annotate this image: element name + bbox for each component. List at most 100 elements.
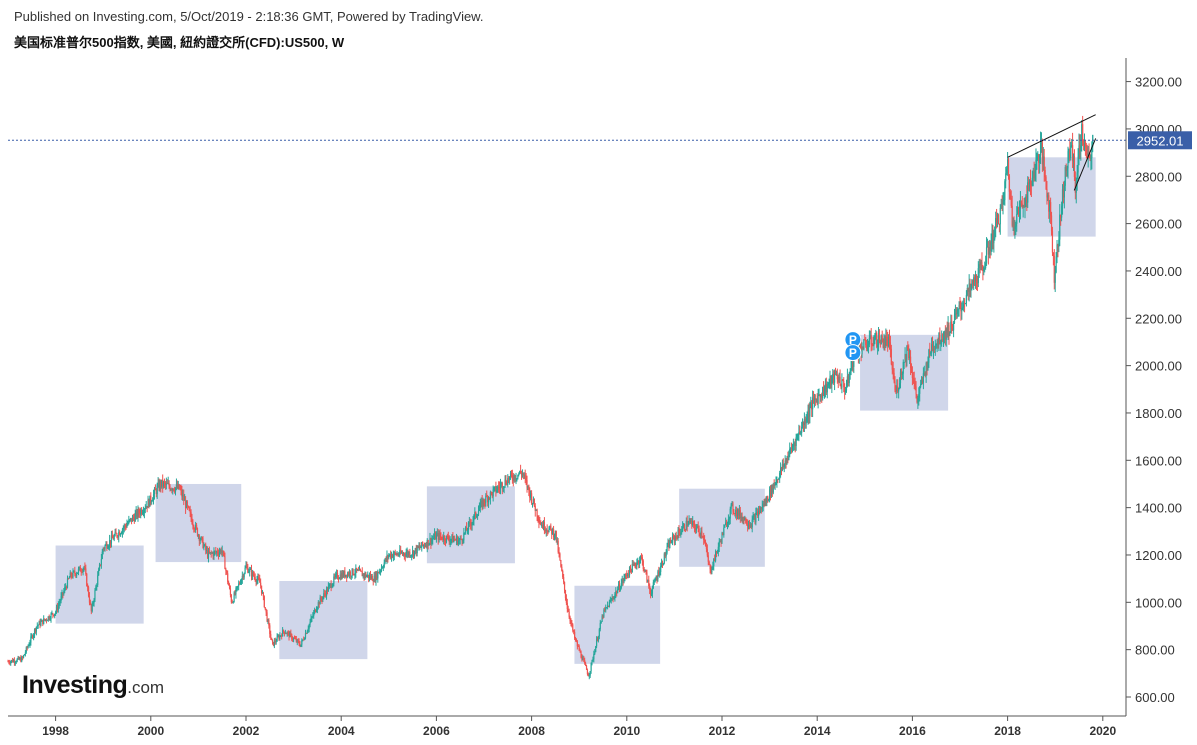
candle xyxy=(468,516,470,527)
candle xyxy=(510,470,513,478)
candle xyxy=(908,344,910,361)
candle xyxy=(963,298,966,313)
trendline-2 xyxy=(1073,138,1097,191)
candle xyxy=(532,496,535,505)
x-tick-label: 2018 xyxy=(994,724,1021,738)
candle xyxy=(418,542,420,551)
candle xyxy=(369,570,372,580)
candle xyxy=(922,367,924,390)
candle xyxy=(986,238,989,248)
candle xyxy=(435,531,437,543)
candle xyxy=(833,369,836,391)
candle xyxy=(639,556,641,569)
candle xyxy=(74,566,76,577)
candle xyxy=(452,532,454,543)
candle xyxy=(831,374,833,393)
candle xyxy=(455,533,458,546)
candle xyxy=(225,567,227,576)
candle xyxy=(205,542,207,555)
candle xyxy=(309,618,311,628)
candle xyxy=(256,575,258,585)
candle xyxy=(357,569,359,571)
candle xyxy=(554,530,556,540)
candle xyxy=(388,553,390,560)
candle xyxy=(364,571,366,580)
candle xyxy=(741,512,743,523)
candle xyxy=(845,379,848,393)
candle xyxy=(272,641,275,647)
candle xyxy=(145,501,147,510)
x-tick-label: 2012 xyxy=(709,724,736,738)
candle xyxy=(784,455,786,469)
candle xyxy=(1007,152,1009,176)
candle xyxy=(768,498,770,502)
candle xyxy=(981,252,983,271)
candle xyxy=(1079,134,1081,160)
candle xyxy=(827,381,829,389)
candle xyxy=(167,476,169,485)
candle xyxy=(901,371,903,380)
candle xyxy=(422,541,424,547)
candle xyxy=(764,498,766,507)
candle xyxy=(617,581,620,591)
candle xyxy=(110,530,113,548)
candle xyxy=(848,371,850,387)
candle xyxy=(1075,177,1077,204)
candle xyxy=(677,527,679,542)
candle xyxy=(1049,200,1051,223)
candle xyxy=(693,520,695,529)
candle xyxy=(634,562,636,569)
candle xyxy=(808,403,810,424)
candle xyxy=(195,523,198,530)
candle xyxy=(978,259,980,278)
candle xyxy=(840,383,842,390)
candle xyxy=(260,578,262,589)
candle xyxy=(870,328,872,352)
candle xyxy=(283,631,286,637)
candle xyxy=(897,379,899,394)
candle xyxy=(195,521,197,533)
candle xyxy=(763,499,765,508)
candle xyxy=(704,539,707,547)
candle xyxy=(273,638,275,649)
candle xyxy=(172,488,174,495)
candle xyxy=(747,520,750,530)
investing-logo[interactable]: Investing.com xyxy=(22,671,164,700)
candle xyxy=(732,501,734,516)
candle xyxy=(962,300,964,311)
candle xyxy=(915,381,917,399)
candle xyxy=(913,371,915,390)
candle xyxy=(838,372,840,384)
candle xyxy=(830,375,832,389)
candle xyxy=(32,634,34,640)
candle xyxy=(399,545,401,558)
candle xyxy=(301,638,303,648)
candle xyxy=(488,497,491,501)
candle xyxy=(444,538,447,547)
candle xyxy=(240,578,243,585)
candle xyxy=(371,573,373,581)
candle xyxy=(927,356,929,371)
candle xyxy=(752,511,754,523)
candle xyxy=(208,546,210,554)
candle xyxy=(34,627,37,634)
candle xyxy=(96,583,98,591)
candle xyxy=(49,616,51,621)
x-tick-label: 2008 xyxy=(518,724,545,738)
candle xyxy=(267,618,269,625)
candle xyxy=(688,515,690,526)
candle xyxy=(401,550,404,557)
candle xyxy=(448,535,450,545)
candle xyxy=(1032,167,1034,187)
y-tick-label: 3200.00 xyxy=(1135,75,1182,90)
candle xyxy=(951,314,953,334)
candle xyxy=(958,301,960,317)
candle xyxy=(765,496,767,507)
candle xyxy=(263,595,265,608)
candle xyxy=(185,500,188,509)
candle xyxy=(872,336,874,347)
candle xyxy=(335,571,337,580)
candle xyxy=(350,575,352,581)
x-tick-label: 2006 xyxy=(423,724,450,738)
